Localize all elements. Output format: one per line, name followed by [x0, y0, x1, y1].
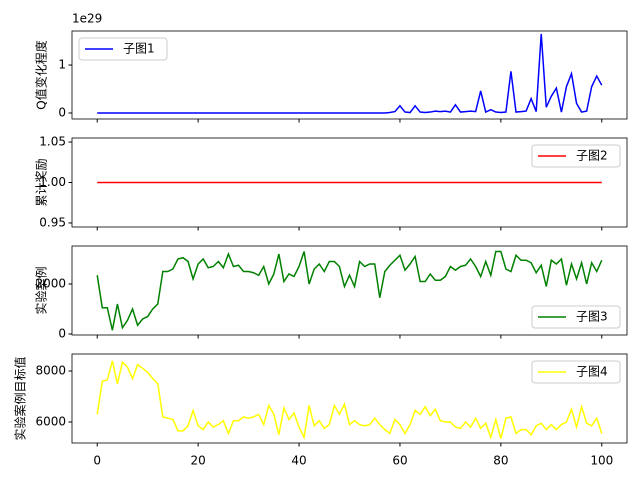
y-tick-label: 8000	[35, 364, 66, 378]
x-tick-label: 100	[590, 454, 613, 468]
x-tick-label: 40	[291, 454, 306, 468]
legend-box	[78, 37, 168, 61]
y-tick-label: 0	[58, 327, 66, 341]
y-tick-label: 0.95	[39, 215, 66, 229]
y-axis-label: 实验案例	[34, 266, 49, 314]
y-tick-label: 0	[58, 106, 66, 120]
legend-box	[531, 305, 621, 329]
y-axis-label: 实验案例目标值	[13, 356, 28, 440]
axes-frame	[71, 353, 628, 444]
data-line	[97, 33, 603, 114]
legend-box	[531, 144, 621, 168]
subplot: 0.95 1.00 1.05 累计奖励 子图2	[35, 135, 628, 231]
legend-label: 子图3	[576, 310, 608, 324]
y-axis-label: Q值变化程度	[34, 40, 49, 109]
legend-label: 子图2	[576, 149, 608, 163]
y-tick-label: 2000	[35, 277, 66, 291]
data-line	[96, 250, 603, 331]
x-tick-label: 80	[493, 454, 508, 468]
axes-frame	[71, 245, 628, 336]
x-tick-label: 0	[93, 454, 101, 468]
y-tick-label: 1.00	[39, 175, 66, 189]
y-tick-label: 1.05	[39, 135, 66, 149]
axes-frame	[71, 137, 628, 228]
y-axis-label: 累计奖励	[35, 158, 49, 206]
subplot: 6000 8000 0 20 40 60 80 100 实验案例目标值 子图4	[13, 353, 628, 468]
data-line	[96, 360, 603, 440]
x-tick-label: 20	[190, 454, 205, 468]
axes-frame	[71, 30, 628, 120]
legend-label: 子图1	[123, 42, 155, 56]
offset-label: 1e29	[72, 12, 102, 26]
y-tick-label: 1	[58, 58, 66, 72]
legend-label: 子图4	[576, 365, 608, 379]
y-tick-label: 6000	[35, 414, 66, 428]
x-tick-label: 60	[392, 454, 407, 468]
legend-box	[531, 360, 621, 384]
subplot: 0 1 Q值变化程度 1e29 子图1	[34, 12, 628, 123]
